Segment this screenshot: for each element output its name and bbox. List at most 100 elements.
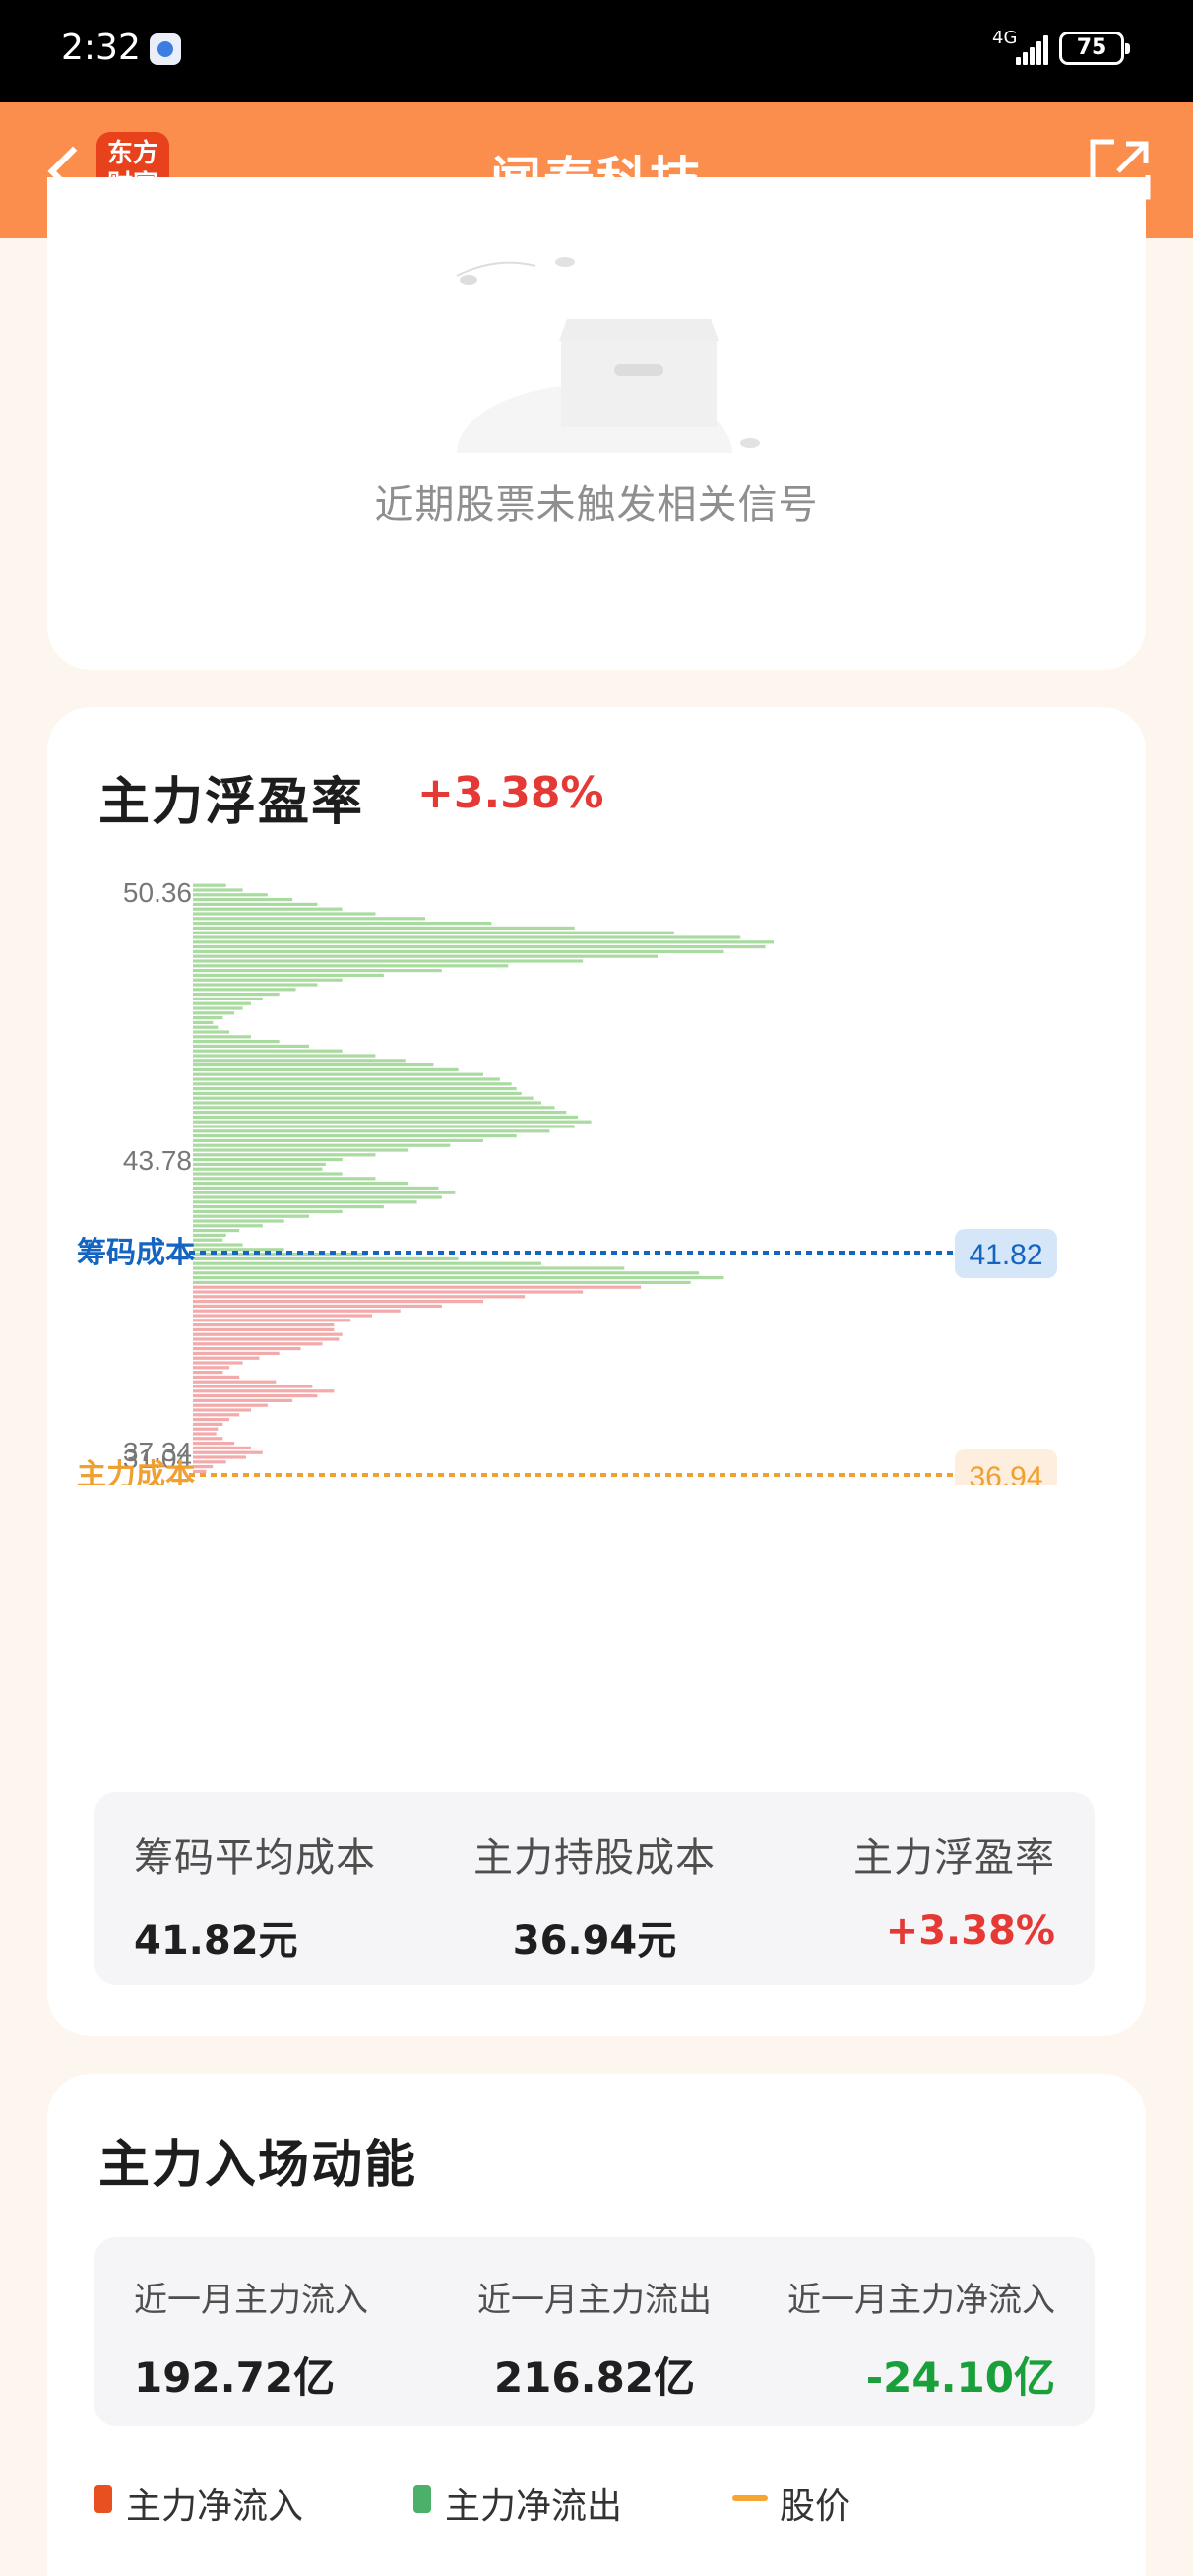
chip-bar xyxy=(193,1219,284,1223)
chip-bar xyxy=(193,1446,251,1449)
chip-bar xyxy=(193,1162,326,1166)
legend-swatch xyxy=(94,2485,112,2513)
flow-label: 近一月主力流出 xyxy=(477,2281,712,2320)
notification-app-icon xyxy=(150,33,181,65)
chip-bar xyxy=(193,1351,280,1355)
chip-bar xyxy=(193,1016,223,1020)
chip-bar xyxy=(193,1408,251,1412)
chip-bar xyxy=(193,1413,240,1417)
chip-bar xyxy=(193,964,509,968)
chip-bar xyxy=(193,1224,263,1228)
profit-rate-value: +3.38% xyxy=(417,768,604,818)
chip-bar xyxy=(193,1238,223,1242)
main-flow-card: 主力入场动能 近一月主力流入 192.72亿 近一月主力流出 216.82亿 近… xyxy=(47,2074,1146,2576)
chip-bar xyxy=(193,1177,376,1181)
chip-bar xyxy=(193,1432,217,1436)
chip-bar xyxy=(193,1138,483,1142)
section-title: 主力入场动能 xyxy=(98,2136,418,2195)
chip-bar xyxy=(193,1280,691,1284)
y-tick-label: 43.78 xyxy=(123,1145,192,1176)
chip-bar xyxy=(193,1295,526,1299)
summary-value: 41.82元 xyxy=(134,1918,298,1964)
chip-bar xyxy=(193,1020,214,1024)
chip-distribution-chart: 50.36 43.78 37.34 31.04 筹码成本 41.82 主力成本 … xyxy=(77,877,1057,1485)
chip-bar xyxy=(193,1332,343,1336)
chip-bar xyxy=(193,1398,293,1402)
chip-bar xyxy=(193,1200,417,1204)
chip-bar xyxy=(193,1233,226,1237)
section-title: 主力浮盈率 xyxy=(98,773,365,832)
chip-bar xyxy=(193,940,774,944)
chip-bar xyxy=(193,1300,483,1304)
chip-bar xyxy=(193,1106,555,1110)
chip-bar xyxy=(193,1072,483,1076)
chip-bar xyxy=(193,1101,541,1105)
chip-bar xyxy=(193,1063,434,1067)
chart-bars xyxy=(193,883,774,1473)
chip-bar xyxy=(193,1120,592,1124)
chip-bar xyxy=(193,1469,207,1473)
flow-label: 近一月主力净流入 xyxy=(787,2281,1055,2320)
chip-bar xyxy=(193,1319,351,1322)
chip-bar xyxy=(193,1371,223,1375)
chip-cost-badge-value: 41.82 xyxy=(969,1239,1042,1271)
chip-bar xyxy=(193,1455,246,1459)
signal-card: 近期股票未触发相关信号 xyxy=(47,177,1146,670)
chip-bar xyxy=(193,898,293,902)
chip-bar xyxy=(193,983,318,987)
chip-bar xyxy=(193,888,243,892)
chip-bar xyxy=(193,1044,309,1048)
chip-bar xyxy=(193,1389,335,1393)
chip-bar xyxy=(193,1054,376,1058)
chip-bar xyxy=(193,907,343,911)
chip-bar xyxy=(193,931,674,934)
chip-bar xyxy=(193,1361,243,1365)
chip-bar xyxy=(193,1276,724,1280)
chip-bar xyxy=(193,1347,301,1351)
chip-bar xyxy=(193,917,425,921)
y-tick-label: 50.36 xyxy=(123,877,192,908)
chip-bar xyxy=(193,893,268,897)
chip-bar xyxy=(193,1153,376,1157)
chip-bar xyxy=(193,1158,343,1162)
status-time: 2:32 xyxy=(61,28,141,68)
summary-label: 主力浮盈率 xyxy=(853,1835,1055,1881)
chip-bar xyxy=(193,1342,323,1346)
chip-bar xyxy=(193,1115,579,1119)
main-cost-label: 主力成本 xyxy=(77,1459,195,1485)
legend-swatch xyxy=(413,2485,431,2513)
chip-bar xyxy=(193,1271,700,1275)
flow-legend: 主力净流入 主力净流出 股价 xyxy=(94,2470,1095,2529)
logo-text-top: 东方 xyxy=(106,139,158,168)
chip-bar xyxy=(193,1256,459,1260)
chip-bar xyxy=(193,935,741,939)
network-type: 4G xyxy=(992,28,1018,48)
chip-bar xyxy=(193,1437,223,1441)
chip-bar xyxy=(193,1385,313,1388)
chip-bar xyxy=(193,922,492,926)
flow-inflow: 近一月主力流入 192.72亿 xyxy=(134,2273,368,2405)
chip-bar xyxy=(193,1067,459,1071)
chip-bar xyxy=(193,969,442,973)
chip-bar xyxy=(193,1214,309,1218)
flow-stats: 近一月主力流入 192.72亿 近一月主力流出 216.82亿 近一月主力净流入… xyxy=(94,2237,1095,2426)
chip-bar xyxy=(193,926,575,930)
chip-bar xyxy=(193,902,318,906)
chip-bar xyxy=(193,1167,323,1171)
legend-label: 股价 xyxy=(780,2486,851,2527)
summary-profit-rate: 主力浮盈率 +3.38% xyxy=(853,1826,1055,1954)
chip-cost-badge xyxy=(955,1229,1057,1278)
chip-bar xyxy=(193,1460,226,1464)
chip-bar xyxy=(193,1356,260,1360)
chip-bar xyxy=(193,1011,235,1015)
chip-bar xyxy=(193,945,766,949)
chip-cost-label: 筹码成本 xyxy=(77,1236,195,1269)
summary-avg-cost: 筹码平均成本 41.82元 xyxy=(134,1826,376,1965)
chip-bar xyxy=(193,1465,214,1469)
y-tick-label: 37.34 xyxy=(123,1437,192,1467)
main-profit-card: 主力浮盈率 +3.38% 50.36 43.78 37.34 31.04 筹码成… xyxy=(47,707,1146,2036)
chip-bar xyxy=(193,993,280,997)
chip-bar xyxy=(193,1261,541,1265)
chip-bar xyxy=(193,1049,343,1053)
chip-bar xyxy=(193,1195,442,1199)
